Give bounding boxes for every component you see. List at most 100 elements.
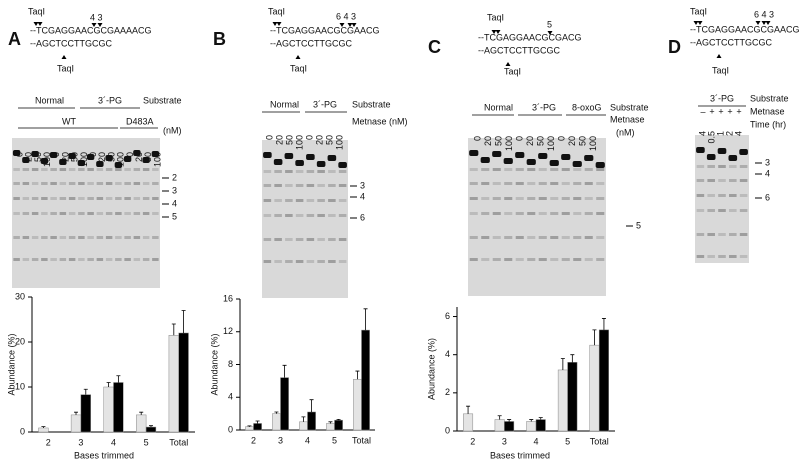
x-axis-label: Bases trimmed xyxy=(490,450,550,460)
gel-band xyxy=(115,168,122,171)
gel-band xyxy=(68,182,76,185)
gel-band xyxy=(729,233,737,236)
gel-band xyxy=(50,258,57,261)
x-axis-label: Bases trimmed xyxy=(74,450,134,460)
gel-band xyxy=(142,212,150,215)
gel-band xyxy=(142,197,150,200)
gel-band xyxy=(295,214,304,217)
cut-arrow xyxy=(693,21,699,25)
gel-band xyxy=(696,209,705,212)
gel-band xyxy=(550,212,559,215)
gel-band xyxy=(41,236,48,239)
gel-band xyxy=(31,212,39,215)
gel-band xyxy=(550,168,559,171)
lane-label: 2 xyxy=(724,131,734,136)
gel-band xyxy=(142,236,150,239)
cut-arrow xyxy=(765,21,771,25)
gel-band xyxy=(295,184,304,187)
gel-band xyxy=(274,238,282,241)
gel-band xyxy=(306,214,315,217)
gel-band xyxy=(707,165,715,168)
gel-band xyxy=(114,162,123,168)
gel-band xyxy=(152,182,159,185)
gel-band xyxy=(317,184,325,187)
top-strand: --TCGAGGAACGCGAACG xyxy=(690,24,800,34)
gel-band xyxy=(68,197,76,200)
gel-band xyxy=(274,170,282,173)
bottom-strand: --AGCTCCTTGCGC xyxy=(478,45,560,55)
gel-band xyxy=(481,197,490,200)
error-bar xyxy=(538,417,543,420)
top-strand: --TCGAGGAACGCGACG xyxy=(478,32,582,42)
error-bar xyxy=(282,364,287,378)
gel-band xyxy=(328,238,336,241)
gel-band xyxy=(274,199,282,202)
gel-band xyxy=(707,194,715,197)
gel-band xyxy=(87,258,94,261)
gel-band xyxy=(86,154,95,160)
gel-band xyxy=(317,199,325,202)
gel-band xyxy=(96,182,104,185)
error-bar xyxy=(83,388,88,395)
gel-band xyxy=(31,182,39,185)
gel-band xyxy=(469,150,479,156)
lane-label: 1 xyxy=(715,131,725,136)
gel-band xyxy=(550,182,559,185)
gel-band xyxy=(87,212,94,215)
gel-band xyxy=(49,152,58,158)
gel-band xyxy=(584,155,594,161)
bar xyxy=(494,419,505,432)
substrate-label: Substrate xyxy=(610,102,649,112)
bar xyxy=(70,414,82,433)
gel-band xyxy=(550,236,559,239)
bar xyxy=(245,426,254,431)
lane-label: 4 xyxy=(733,131,743,136)
y-tick-label: 0 xyxy=(228,424,233,434)
gel-band xyxy=(550,258,559,261)
bar xyxy=(145,426,157,433)
decor xyxy=(18,105,746,129)
enzyme-bottom: TaqI xyxy=(57,63,74,73)
y-tick-label: 6 xyxy=(445,311,450,321)
gel-band xyxy=(22,212,30,215)
lane-label: 20 xyxy=(483,136,493,146)
gel-band xyxy=(285,170,293,173)
x-tick-label: 2 xyxy=(251,435,256,445)
gel xyxy=(468,138,606,296)
gel-band xyxy=(306,199,315,202)
gel-band xyxy=(78,182,85,185)
label: D xyxy=(668,37,681,57)
gel-band xyxy=(561,168,570,171)
gel-band xyxy=(152,212,159,215)
cut-arrow xyxy=(716,54,722,58)
x-tick-label: 5 xyxy=(332,435,337,445)
bar xyxy=(103,386,114,433)
error-bar xyxy=(560,358,565,370)
gel-band xyxy=(729,209,737,212)
gel-band xyxy=(133,182,141,185)
gel-band xyxy=(338,184,347,187)
gel-band xyxy=(492,212,501,215)
substrate: 8-oxoG xyxy=(572,102,602,112)
gel-band xyxy=(96,212,104,215)
gel-band xyxy=(527,197,536,200)
gel-band xyxy=(718,209,726,212)
cut-arrow xyxy=(276,22,282,26)
gel-band xyxy=(706,154,716,160)
gel-band xyxy=(729,179,737,182)
gel-band xyxy=(31,197,39,200)
x-tick-label: Total xyxy=(590,436,609,446)
gel-band xyxy=(527,182,536,185)
error-bar xyxy=(301,416,306,422)
y-axis-label: Abundance (%) xyxy=(6,333,16,395)
gel-band xyxy=(729,194,737,197)
gel-band xyxy=(707,255,715,258)
error-bar xyxy=(601,318,606,330)
lane-label: 50 xyxy=(535,136,545,146)
gel-band xyxy=(584,258,593,261)
lane-label: 0 xyxy=(264,135,274,140)
gel-band xyxy=(584,197,593,200)
lane-label: 0.5 xyxy=(706,131,716,144)
lane-label: 100 xyxy=(504,136,514,151)
gel-band xyxy=(527,258,536,261)
